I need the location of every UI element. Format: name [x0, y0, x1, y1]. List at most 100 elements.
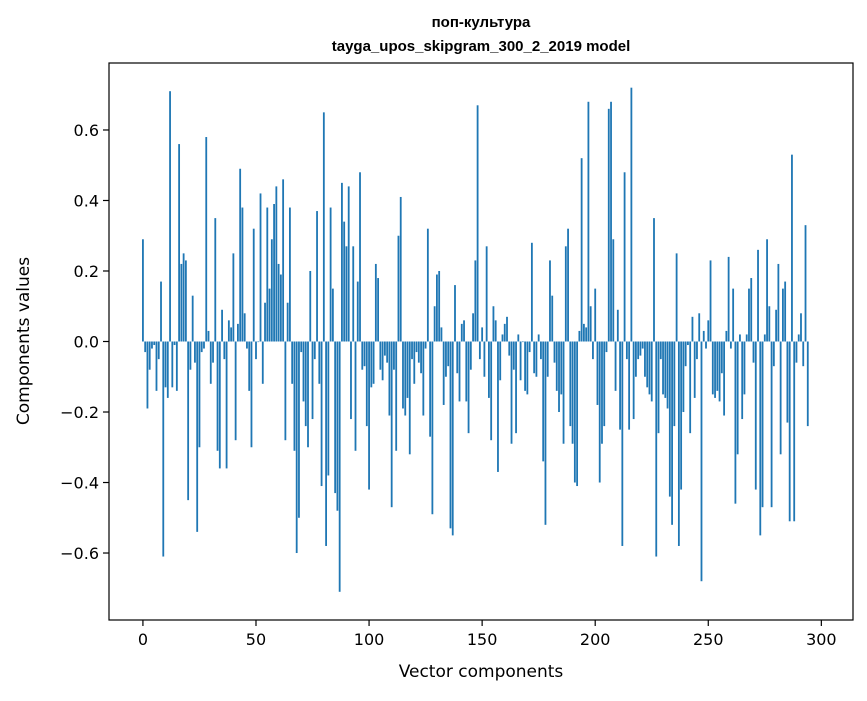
bar-258: [725, 330, 728, 342]
bar-30: [209, 341, 212, 384]
bar-241: [687, 341, 689, 346]
bar-181: [551, 295, 554, 342]
y-tick-label: 0.4: [74, 191, 99, 210]
bar-45: [243, 313, 246, 342]
bar-54: [264, 302, 266, 342]
bar-170: [526, 341, 529, 395]
bar-84: [331, 288, 334, 342]
bar-156: [494, 320, 497, 342]
bar-236: [675, 253, 678, 342]
bar-113: [397, 235, 400, 342]
bar-245: [696, 341, 698, 360]
bar-96: [359, 172, 361, 342]
bar-33: [216, 341, 219, 451]
bar-104: [377, 278, 380, 342]
bar-81: [325, 341, 327, 546]
bar-257: [723, 341, 726, 416]
bar-34: [218, 341, 221, 469]
bar-165: [515, 341, 517, 434]
bar-4: [151, 341, 153, 349]
bar-226: [653, 218, 655, 342]
bar-38: [227, 320, 230, 342]
bar-58: [273, 204, 275, 342]
bar-57: [270, 239, 273, 342]
bar-186: [562, 341, 565, 444]
bar-242: [689, 341, 692, 434]
bar-234: [671, 341, 673, 525]
bar-239: [682, 341, 685, 413]
bar-291: [800, 313, 802, 342]
bar-119: [411, 341, 413, 360]
bar-283: [781, 288, 784, 342]
bar-189: [569, 341, 572, 427]
bar-25: [198, 341, 201, 448]
bar-177: [542, 341, 545, 462]
bar-261: [732, 288, 735, 342]
bar-277: [768, 306, 771, 342]
bar-133: [442, 341, 445, 405]
bar-90: [345, 246, 348, 342]
bar-185: [560, 341, 563, 395]
bar-24: [196, 341, 199, 532]
bar-269: [750, 278, 753, 342]
bar-151: [483, 341, 486, 377]
bar-93: [352, 246, 355, 342]
bar-53: [261, 341, 264, 384]
y-axis-label: Components values: [14, 257, 34, 425]
bar-233: [668, 341, 671, 497]
bar-28: [205, 137, 208, 342]
bar-95: [356, 281, 359, 342]
bar-208: [612, 239, 615, 342]
bar-288: [793, 341, 796, 522]
bar-70: [300, 341, 303, 353]
bar-35: [221, 309, 223, 342]
bar-272: [757, 249, 759, 342]
bar-229: [659, 341, 662, 360]
bar-130: [436, 274, 438, 342]
bar-116: [404, 341, 407, 416]
bar-187: [564, 246, 567, 342]
bar-16: [178, 144, 181, 342]
bar-1: [144, 341, 147, 353]
bar-23: [194, 341, 196, 363]
bar-99: [365, 341, 368, 427]
bar-51: [257, 341, 260, 343]
bar-92: [350, 341, 352, 420]
chart-subtitle: tayga_upos_skipgram_300_2_2019 model: [332, 38, 631, 55]
bar-158: [499, 341, 502, 381]
bar-160: [503, 323, 506, 342]
bar-123: [420, 341, 422, 374]
bar-281: [777, 263, 780, 342]
bar-73: [307, 341, 309, 448]
bar-199: [592, 341, 594, 360]
bar-244: [693, 341, 696, 398]
bar-9: [162, 341, 165, 557]
bar-145: [469, 341, 472, 370]
bar-102: [372, 341, 375, 384]
bar-77: [316, 211, 318, 342]
bar-221: [641, 341, 644, 349]
bar-262: [734, 341, 737, 504]
bar-8: [160, 281, 162, 342]
bar-285: [786, 341, 789, 423]
bar-3: [148, 341, 151, 370]
bar-43: [239, 168, 242, 342]
bar-207: [610, 101, 612, 342]
bar-122: [417, 341, 420, 363]
bar-6: [155, 341, 158, 391]
bar-194: [580, 158, 583, 342]
bar-166: [517, 334, 520, 342]
bar-62: [282, 179, 285, 342]
bar-142: [463, 320, 465, 342]
bar-193: [578, 330, 581, 342]
bar-287: [791, 154, 793, 342]
bar-163: [510, 341, 513, 444]
bar-231: [664, 341, 667, 398]
bar-254: [716, 341, 719, 391]
bar-31: [212, 341, 214, 363]
bar-117: [406, 341, 409, 398]
bar-200: [594, 288, 597, 342]
bar-15: [175, 341, 178, 391]
bar-50: [255, 341, 257, 360]
bar-112: [395, 341, 398, 451]
